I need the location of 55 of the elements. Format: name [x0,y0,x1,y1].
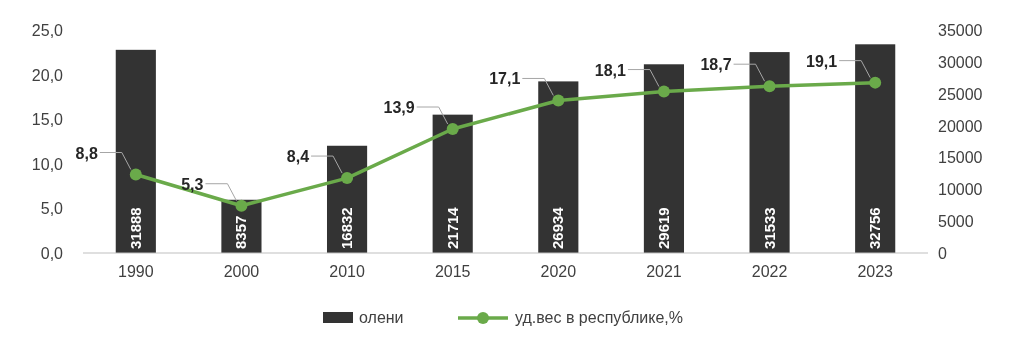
x-tick-label: 2010 [329,263,365,280]
point [235,199,248,212]
data-label: 21714 [443,206,461,249]
data-label: 16832 [338,207,356,249]
point [446,123,459,136]
point [341,172,354,185]
bar [115,49,156,253]
data-label: 31533 [760,207,778,249]
data-label: 32756 [866,207,884,249]
point [763,80,776,93]
y-tick-label: 10,0 [31,155,64,173]
data-label: 8,4 [286,148,310,166]
y2-tick-label: 0 [938,245,947,262]
x-tick-label: 2020 [540,263,577,280]
y2-tick-label: 20000 [938,117,983,135]
data-label: 26934 [549,206,567,249]
x-tick-label: 2015 [434,263,471,280]
data-label: 18,7 [700,56,732,74]
x-tick-label: 1990 [118,263,154,280]
data-label: 13,9 [383,99,415,117]
bar [749,52,790,253]
data-label: 8,8 [75,144,98,162]
bar [432,114,473,253]
y2-tick-label: 5000 [938,213,974,231]
point [129,168,142,181]
y-tick-label: 5,0 [40,200,64,218]
x-tick-label: 2000 [223,263,260,280]
bar [855,44,896,253]
y2-tick-label: 15000 [938,149,983,167]
point [657,85,670,98]
point [552,94,565,107]
y-tick-label: 15,0 [31,111,64,129]
y2-tick-label: 30000 [938,53,983,71]
y-tick-label: 20,0 [31,66,64,84]
bar [538,81,579,253]
x-tick-label: 2023 [857,263,894,280]
data-label: 18,1 [594,61,627,79]
y2-tick-label: 35000 [938,22,983,39]
legend-label: уд.вес в республике,% [515,309,683,326]
data-label: 19,1 [806,52,838,70]
data-label: 5,3 [181,175,204,193]
bar [643,64,685,253]
y-tick-label: 0,0 [40,245,64,262]
y2-tick-label: 10000 [938,181,983,199]
x-tick-label: 2021 [646,263,682,280]
x-tick-label: 2022 [751,263,788,280]
y-tick-label: 25,0 [31,22,64,39]
legend-label: олени [359,309,404,326]
data-label: 8357 [232,215,250,249]
data-label: 29619 [654,207,672,249]
y2-tick-label: 25000 [938,85,983,103]
data-label: 31888 [126,207,144,249]
bar [326,145,368,253]
data-label: 17,1 [489,70,521,88]
point [869,76,882,89]
